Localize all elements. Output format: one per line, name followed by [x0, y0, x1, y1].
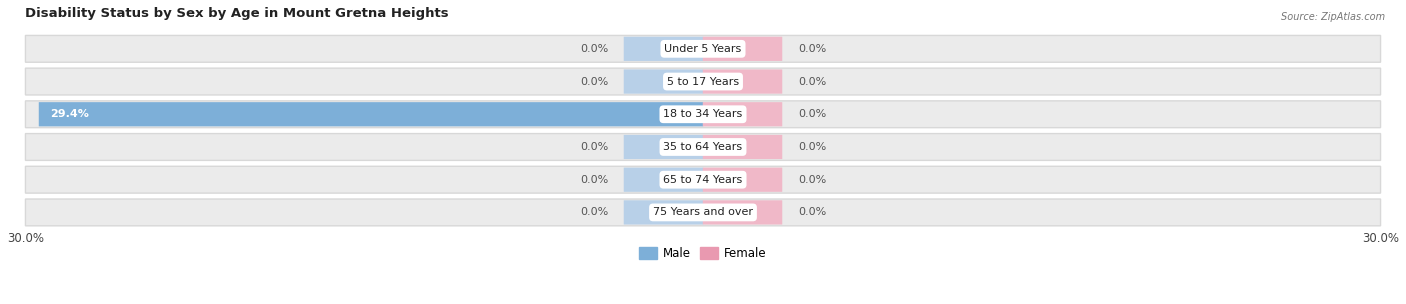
- FancyBboxPatch shape: [25, 199, 1381, 226]
- FancyBboxPatch shape: [624, 168, 703, 192]
- Text: 5 to 17 Years: 5 to 17 Years: [666, 77, 740, 87]
- FancyBboxPatch shape: [624, 69, 703, 94]
- Text: 0.0%: 0.0%: [797, 142, 827, 152]
- Text: 0.0%: 0.0%: [797, 44, 827, 54]
- Text: 75 Years and over: 75 Years and over: [652, 207, 754, 217]
- FancyBboxPatch shape: [25, 68, 1381, 95]
- FancyBboxPatch shape: [624, 200, 703, 225]
- FancyBboxPatch shape: [624, 135, 703, 159]
- Text: 0.0%: 0.0%: [797, 77, 827, 87]
- Text: 0.0%: 0.0%: [579, 44, 609, 54]
- Text: 18 to 34 Years: 18 to 34 Years: [664, 109, 742, 119]
- FancyBboxPatch shape: [624, 37, 703, 61]
- FancyBboxPatch shape: [703, 37, 782, 61]
- Text: 0.0%: 0.0%: [797, 175, 827, 185]
- FancyBboxPatch shape: [703, 168, 782, 192]
- Text: Disability Status by Sex by Age in Mount Gretna Heights: Disability Status by Sex by Age in Mount…: [25, 7, 449, 20]
- FancyBboxPatch shape: [25, 133, 1381, 161]
- FancyBboxPatch shape: [703, 200, 782, 225]
- Text: 0.0%: 0.0%: [797, 109, 827, 119]
- Text: 0.0%: 0.0%: [797, 207, 827, 217]
- Legend: Male, Female: Male, Female: [634, 242, 772, 264]
- Text: 0.0%: 0.0%: [579, 207, 609, 217]
- FancyBboxPatch shape: [703, 102, 782, 126]
- FancyBboxPatch shape: [39, 102, 703, 126]
- Text: 29.4%: 29.4%: [51, 109, 89, 119]
- FancyBboxPatch shape: [25, 101, 1381, 128]
- FancyBboxPatch shape: [703, 69, 782, 94]
- FancyBboxPatch shape: [25, 35, 1381, 62]
- Text: 0.0%: 0.0%: [579, 142, 609, 152]
- Text: 0.0%: 0.0%: [579, 77, 609, 87]
- Text: Source: ZipAtlas.com: Source: ZipAtlas.com: [1281, 12, 1385, 22]
- Text: 65 to 74 Years: 65 to 74 Years: [664, 175, 742, 185]
- Text: 35 to 64 Years: 35 to 64 Years: [664, 142, 742, 152]
- FancyBboxPatch shape: [25, 166, 1381, 193]
- Text: 0.0%: 0.0%: [579, 175, 609, 185]
- Text: Under 5 Years: Under 5 Years: [665, 44, 741, 54]
- FancyBboxPatch shape: [703, 135, 782, 159]
